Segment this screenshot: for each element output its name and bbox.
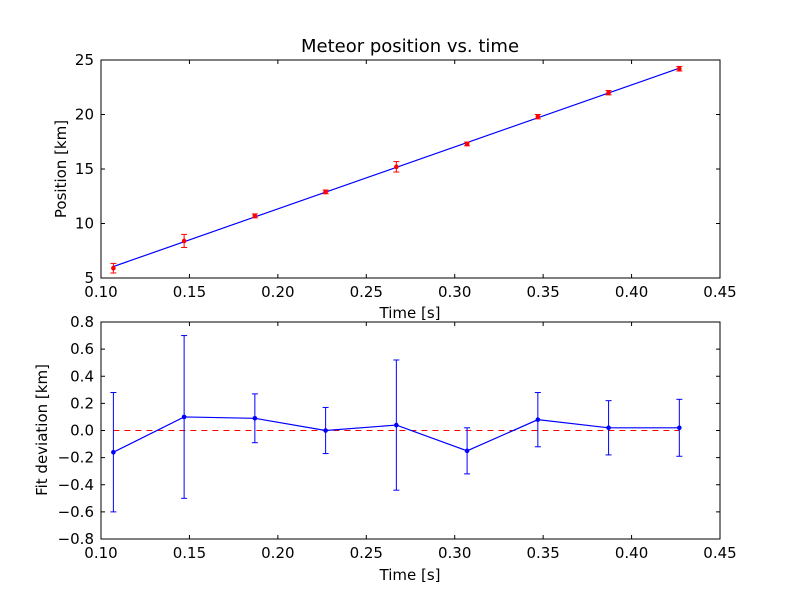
deviation-point [464,448,470,454]
position-point [181,238,187,244]
position-point [394,164,399,170]
deviation-plot-y-tick-label: 0.4 [70,367,94,385]
deviation-plot-y-tick-label: 0.0 [70,422,94,440]
position-plot-ticks: 0.10 0.15 0.20 0.25 0.30 0.35 0.40 0.45 5 10 15 20 2… [75,51,737,301]
deviation-plot-y-tick-label: −0.2 [58,449,94,467]
deviation-plot-marks [110,335,683,513]
position-point [464,141,470,147]
position-point [252,213,258,219]
position-plot-x-tick-label: 0.45 [703,283,736,301]
deviation-plot-x-tick-label: 0.10 [84,544,117,562]
deviation-plot-y-tick-label: 0.2 [70,394,94,412]
deviation-plot-x-tick-label: 0.40 [615,544,648,562]
position-point [535,114,541,119]
position-plot-x-tick-label: 0.15 [173,283,206,301]
position-plot-x-tick-label: 0.10 [84,283,117,301]
position-point [677,66,682,72]
deviation-plot-frame [100,321,721,540]
position-plot-marks [110,65,683,274]
position-plot-x-tick-label: 0.40 [615,283,648,301]
deviation-point [323,428,328,433]
deviation-plot-x-tick-label: 0.30 [438,544,471,562]
position-plot-y-tick-label: 25 [75,51,94,69]
deviation-point [394,422,399,428]
position-plot-x-tick-label: 0.30 [438,283,471,301]
position-plot-x-tick-label: 0.25 [350,283,383,301]
deviation-plot: 0.10 0.15 0.20 0.25 0.30 0.35 0.40 0.45 −0.8 −0.6… [33,313,737,584]
position-plot-y-label: Position [km] [52,120,70,218]
deviation-plot-x-tick-label: 0.20 [261,544,294,562]
deviation-point [606,425,611,431]
position-plot: Meteor position vs. time 0.10 0.15 0.20 0.2… [52,36,737,322]
deviation-plot-y-tick-label: −0.6 [58,503,94,521]
deviation-point [535,417,541,422]
deviation-plot-x-tick-label: 0.35 [526,544,559,562]
position-plot-y-tick-label: 15 [75,160,94,178]
position-plot-y-tick-label: 20 [75,106,94,124]
position-plot-x-tick-label: 0.35 [526,283,559,301]
deviation-plot-x-tick-label: 0.25 [350,544,383,562]
deviation-plot-y-tick-label: −0.8 [58,530,94,548]
deviation-plot-x-label: Time [s] [379,566,441,584]
position-plot-y-tick-label: 10 [75,215,94,233]
deviation-plot-y-tick-label: 0.8 [70,313,94,331]
position-point [606,90,611,95]
position-plot-frame [100,59,721,279]
deviation-plot-x-tick-label: 0.45 [703,544,736,562]
deviation-plot-ticks: 0.10 0.15 0.20 0.25 0.30 0.35 0.40 0.45 −0.8 −0.6… [58,313,737,562]
deviation-plot-y-label: Fit deviation [km] [33,364,51,496]
deviation-point [252,415,258,421]
deviation-point [111,449,116,455]
deviation-point [677,425,682,431]
position-plot-x-tick-label: 0.20 [261,283,294,301]
deviation-plot-y-tick-label: 0.6 [70,340,94,358]
position-plot-x-label: Time [s] [379,304,441,322]
position-point [323,189,328,195]
deviation-plot-y-tick-label: −0.4 [58,476,94,494]
position-point [111,265,116,271]
deviation-plot-x-tick-label: 0.15 [173,544,206,562]
position-plot-title: Meteor position vs. time [301,36,519,57]
position-plot-y-tick-label: 5 [84,269,94,287]
deviation-point [181,414,187,420]
